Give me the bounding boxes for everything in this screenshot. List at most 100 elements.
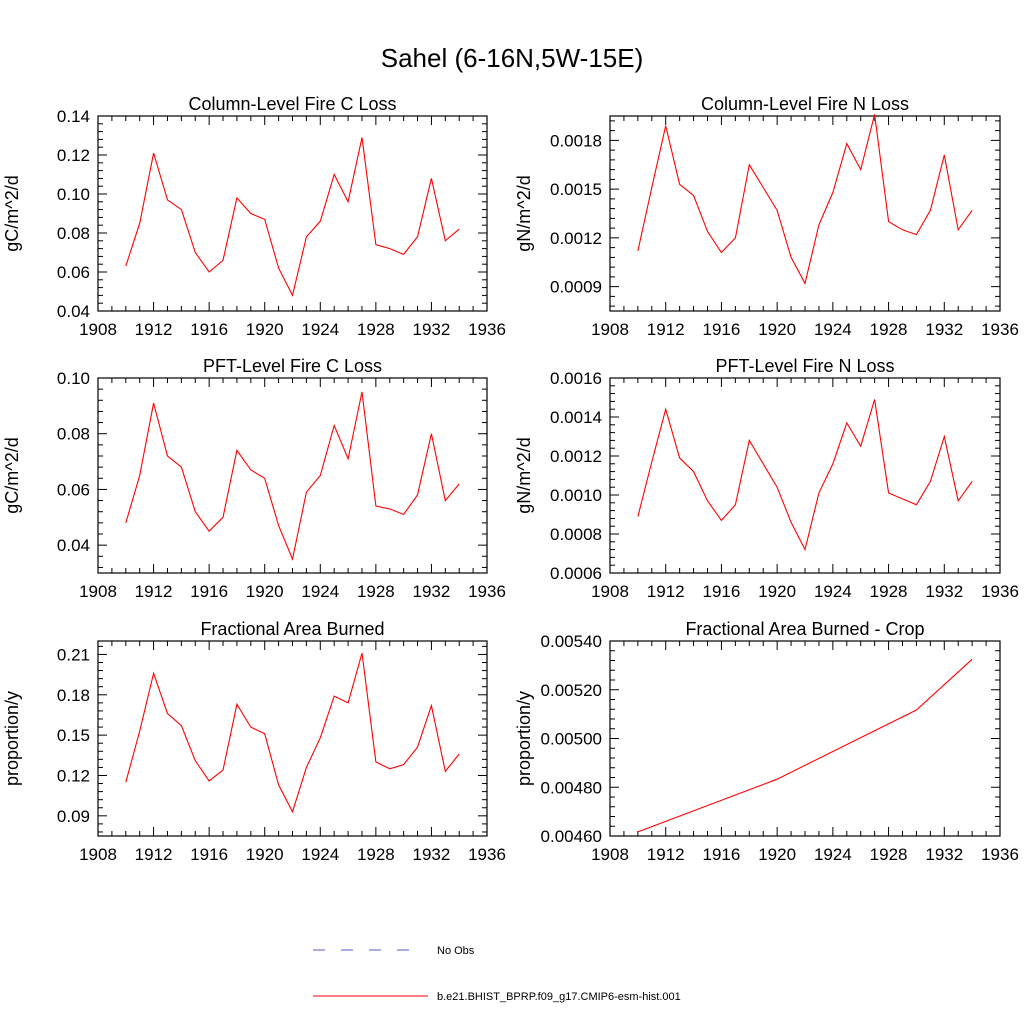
y-tick-label: 0.0014 bbox=[550, 408, 602, 427]
y-tick-label: 0.18 bbox=[57, 686, 90, 705]
y-tick-label: 0.0010 bbox=[550, 486, 602, 505]
y-tick-label: 0.04 bbox=[57, 536, 90, 555]
x-tick-label: 1936 bbox=[981, 320, 1019, 339]
y-tick-label: 0.0016 bbox=[550, 369, 602, 388]
panels-group: Column-Level Fire C Loss gC/m^2/d 1908 1912… bbox=[2, 94, 1019, 864]
y-tick-label: 0.21 bbox=[57, 645, 90, 664]
y-tick-label: 0.09 bbox=[57, 807, 90, 826]
plot-frame bbox=[97, 640, 488, 837]
x-tick-label: 1920 bbox=[758, 845, 796, 864]
panel-6: Fractional Area Burned - Crop proportion/… bbox=[514, 619, 1019, 864]
x-tick-label: 1928 bbox=[870, 320, 908, 339]
x-tick-label: 1912 bbox=[135, 845, 173, 864]
legend-label-no-obs: No Obs bbox=[437, 945, 475, 957]
x-tick-label: 1916 bbox=[703, 845, 741, 864]
x-tick-label: 1928 bbox=[357, 320, 395, 339]
x-tick-label: 1908 bbox=[591, 845, 629, 864]
x-tick-label: 1916 bbox=[190, 582, 228, 601]
panel-3: PFT-Level Fire C Loss gC/m^2/d 1908 1912 191… bbox=[2, 356, 506, 601]
legend: No Obs b.e21.BHIST_BPRP.f09_g17.CMIP6-es… bbox=[313, 945, 681, 1003]
x-tick-label: 1916 bbox=[703, 582, 741, 601]
x-tick-label: 1920 bbox=[246, 320, 284, 339]
x-tick-label: 1932 bbox=[925, 320, 963, 339]
x-tick-label: 1908 bbox=[591, 582, 629, 601]
x-tick-label: 1920 bbox=[246, 845, 284, 864]
panel-title: Column-Level Fire C Loss bbox=[188, 94, 396, 114]
x-tick-label: 1912 bbox=[135, 320, 173, 339]
x-tick-label: 1912 bbox=[647, 845, 685, 864]
x-tick-label: 1916 bbox=[703, 320, 741, 339]
x-tick-label: 1920 bbox=[758, 320, 796, 339]
series-line bbox=[637, 658, 973, 833]
x-tick-label: 1924 bbox=[814, 582, 852, 601]
panel-2: Column-Level Fire N Loss gN/m^2/d 1908 1912… bbox=[514, 94, 1019, 339]
series-line bbox=[125, 137, 460, 297]
panel-5: Fractional Area Burned proportion/y 1908 19… bbox=[2, 619, 506, 864]
y-tick-label: 0.0009 bbox=[550, 278, 602, 297]
x-tick-label: 1936 bbox=[468, 582, 506, 601]
x-tick-label: 1920 bbox=[246, 582, 284, 601]
y-axis-label: gN/m^2/d bbox=[514, 175, 534, 251]
y-tick-label: 0.12 bbox=[57, 766, 90, 785]
y-tick-label: 0.00520 bbox=[541, 681, 602, 700]
y-tick-label: 0.00460 bbox=[541, 827, 602, 846]
y-tick-label: 0.0018 bbox=[550, 131, 602, 150]
x-tick-label: 1924 bbox=[814, 845, 852, 864]
x-tick-label: 1908 bbox=[79, 845, 117, 864]
y-tick-label: 0.10 bbox=[57, 185, 90, 204]
x-tick-label: 1916 bbox=[190, 320, 228, 339]
x-tick-label: 1912 bbox=[135, 582, 173, 601]
y-tick-label: 0.0012 bbox=[550, 229, 602, 248]
panel-1: Column-Level Fire C Loss gC/m^2/d 1908 1912… bbox=[2, 94, 506, 339]
series-line bbox=[637, 399, 973, 552]
plot-frame bbox=[609, 640, 1001, 837]
x-tick-label: 1936 bbox=[468, 320, 506, 339]
y-tick-label: 0.00540 bbox=[541, 632, 602, 651]
y-tick-label: 0.0006 bbox=[550, 564, 602, 583]
panel-title: Fractional Area Burned bbox=[200, 619, 384, 639]
x-tick-label: 1932 bbox=[413, 582, 451, 601]
y-tick-label: 0.0015 bbox=[550, 180, 602, 199]
y-tick-label: 0.04 bbox=[57, 302, 90, 321]
panel-title: Fractional Area Burned - Crop bbox=[685, 619, 924, 639]
y-tick-label: 0.15 bbox=[57, 726, 90, 745]
x-tick-label: 1924 bbox=[301, 582, 339, 601]
series-line bbox=[125, 391, 460, 561]
plot-frame bbox=[609, 377, 1001, 574]
x-tick-label: 1916 bbox=[190, 845, 228, 864]
series-line bbox=[637, 114, 973, 285]
y-axis-label: gN/m^2/d bbox=[514, 437, 534, 513]
x-tick-label: 1908 bbox=[79, 582, 117, 601]
x-tick-label: 1928 bbox=[357, 582, 395, 601]
y-tick-label: 0.12 bbox=[57, 146, 90, 165]
x-tick-label: 1936 bbox=[981, 845, 1019, 864]
y-tick-label: 0.14 bbox=[57, 107, 90, 126]
x-tick-label: 1908 bbox=[79, 320, 117, 339]
figure-title: Sahel (6-16N,5W-15E) bbox=[381, 43, 644, 73]
legend-label-model: b.e21.BHIST_BPRP.f09_g17.CMIP6-esm-hist.… bbox=[437, 991, 681, 1003]
y-tick-label: 0.08 bbox=[57, 224, 90, 243]
x-tick-label: 1912 bbox=[647, 582, 685, 601]
x-tick-label: 1932 bbox=[413, 845, 451, 864]
x-tick-label: 1924 bbox=[301, 320, 339, 339]
y-tick-label: 0.06 bbox=[57, 263, 90, 282]
y-tick-label: 0.06 bbox=[57, 480, 90, 499]
x-tick-label: 1920 bbox=[758, 582, 796, 601]
y-tick-label: 0.00500 bbox=[541, 730, 602, 749]
y-tick-label: 0.0008 bbox=[550, 525, 602, 544]
x-tick-label: 1928 bbox=[870, 845, 908, 864]
y-axis-label: gC/m^2/d bbox=[2, 437, 22, 513]
x-tick-label: 1928 bbox=[357, 845, 395, 864]
plot-frame bbox=[97, 377, 488, 574]
panel-title: PFT-Level Fire C Loss bbox=[203, 356, 382, 376]
x-tick-label: 1932 bbox=[925, 582, 963, 601]
series-line bbox=[125, 652, 460, 814]
panel-title: Column-Level Fire N Loss bbox=[701, 94, 909, 114]
y-axis-label: gC/m^2/d bbox=[2, 175, 22, 251]
x-tick-label: 1924 bbox=[814, 320, 852, 339]
x-tick-label: 1932 bbox=[925, 845, 963, 864]
panel-4: PFT-Level Fire N Loss gN/m^2/d 1908 1912 191… bbox=[514, 356, 1019, 601]
x-tick-label: 1924 bbox=[301, 845, 339, 864]
y-tick-label: 0.08 bbox=[57, 425, 90, 444]
